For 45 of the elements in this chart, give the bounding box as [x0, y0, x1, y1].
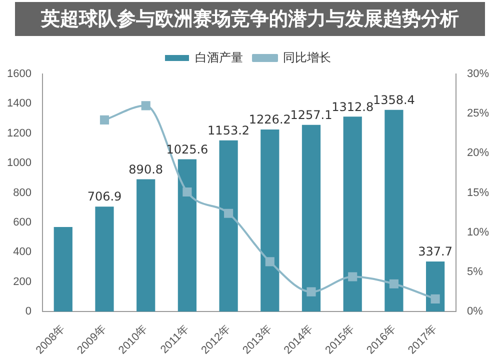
y2-tick-label: 10%: [466, 226, 490, 238]
bar: [343, 116, 362, 312]
legend-label: 白酒产量: [195, 50, 243, 64]
bar: [95, 206, 114, 312]
data-label: 706.9: [87, 190, 122, 204]
point: [265, 257, 274, 266]
y-tick-label: 0: [25, 306, 32, 318]
chart-title: 英超球队参与欧洲赛场竞争的潜力与发展趋势分析: [15, 2, 485, 36]
point: [100, 115, 110, 124]
bar: [384, 110, 404, 312]
y-tick-label: 1200: [6, 127, 32, 140]
bar: [54, 226, 72, 312]
y-tick-label: 1000: [6, 157, 32, 170]
y2-tick-label: 5%: [466, 266, 484, 278]
y-tick-label: 600: [13, 216, 32, 229]
point: [306, 287, 316, 296]
data-label: 890.8: [128, 162, 164, 176]
point: [348, 272, 358, 282]
data-label: 337.7: [418, 244, 452, 259]
data-label: 1358.4: [372, 93, 415, 107]
point: [182, 187, 192, 197]
data-label: 1257.1: [290, 108, 332, 122]
y-tick-label: 800: [13, 186, 32, 199]
y2-tick-label: 25%: [466, 108, 490, 120]
point: [224, 208, 234, 218]
y-tick-label: 1600: [6, 68, 32, 80]
point: [430, 294, 440, 304]
data-label: 1153.2: [208, 123, 250, 138]
point: [389, 279, 398, 288]
y-tick-label: 400: [13, 246, 32, 258]
data-label: 1226.2: [248, 112, 291, 127]
y2-tick-label: 30%: [466, 68, 490, 80]
bar: [136, 179, 156, 312]
y2-tick-label: 15%: [466, 186, 490, 199]
bar: [260, 130, 280, 312]
data-label: 1312.8: [332, 100, 374, 114]
bar: [178, 159, 197, 312]
point: [141, 101, 150, 110]
y2-tick-label: 20%: [466, 147, 490, 160]
y-tick-label: 200: [13, 276, 32, 288]
legend-label: 同比增长: [283, 50, 331, 64]
y2-tick-label: 0%: [466, 306, 484, 318]
bar: [302, 124, 321, 312]
y-tick-label: 1400: [6, 98, 32, 110]
bar: [219, 140, 238, 312]
